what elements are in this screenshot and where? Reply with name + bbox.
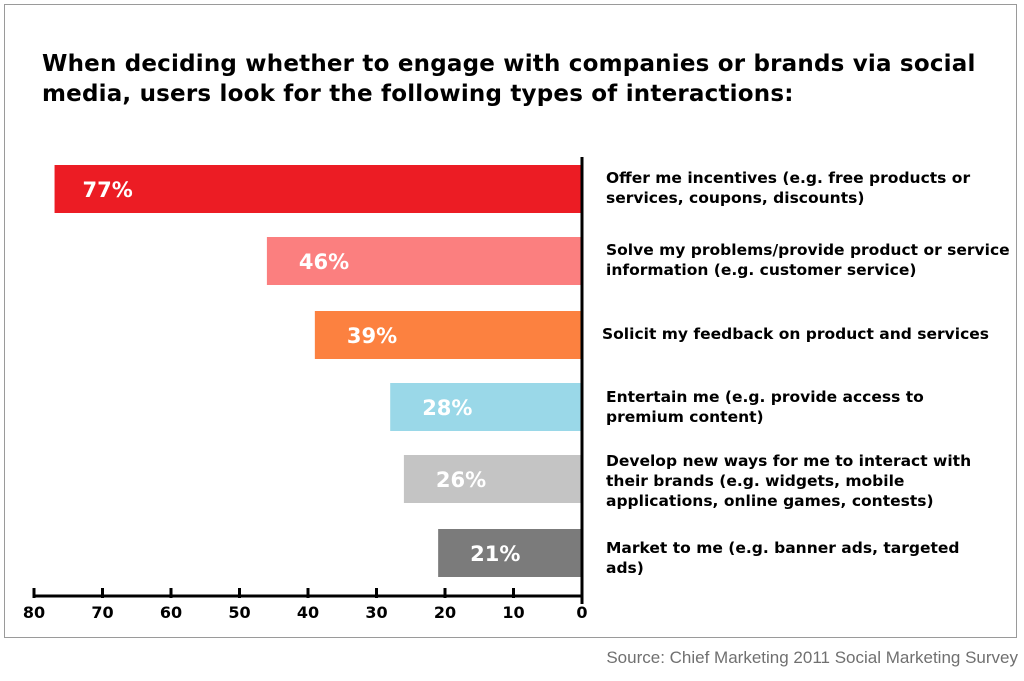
category-label-3: Solicit my feedback on product and servi… bbox=[602, 325, 990, 343]
x-tick-label-50: 50 bbox=[228, 603, 250, 622]
category-label-2: Solve my problems/provide product or ser… bbox=[606, 241, 1010, 279]
x-tick-label-0: 0 bbox=[576, 603, 587, 622]
bar-value-label-1: 77% bbox=[83, 178, 133, 202]
bar-2 bbox=[266, 237, 582, 285]
x-tick-label-40: 40 bbox=[297, 603, 319, 622]
bar-1 bbox=[54, 165, 583, 213]
bar-value-label-2: 46% bbox=[299, 250, 349, 274]
x-tick-label-20: 20 bbox=[434, 603, 456, 622]
bar-value-label-5: 26% bbox=[436, 468, 486, 492]
chart-title: When deciding whether to engage with com… bbox=[42, 51, 976, 107]
bar-value-label-6: 21% bbox=[470, 542, 520, 566]
x-tick-label-30: 30 bbox=[365, 603, 387, 622]
x-tick-label-80: 80 bbox=[23, 603, 45, 622]
bar-value-label-4: 28% bbox=[422, 396, 472, 420]
bar-6 bbox=[438, 529, 582, 577]
bar-4 bbox=[390, 383, 582, 431]
x-tick-label-10: 10 bbox=[502, 603, 524, 622]
x-tick-label-60: 60 bbox=[160, 603, 182, 622]
bar-value-label-3: 39% bbox=[347, 324, 397, 348]
category-label-1: Offer me incentives (e.g. free products … bbox=[606, 169, 971, 207]
x-tick-label-70: 70 bbox=[91, 603, 113, 622]
category-label-6: Market to me (e.g. banner ads, targeted … bbox=[606, 539, 960, 577]
bar-3 bbox=[314, 311, 582, 359]
category-label-4: Entertain me (e.g. provide access to pre… bbox=[606, 388, 924, 426]
bar-5 bbox=[403, 455, 582, 503]
source-note: Source: Chief Marketing 2011 Social Mark… bbox=[606, 648, 1018, 667]
category-label-5: Develop new ways for me to interact with… bbox=[606, 452, 972, 510]
